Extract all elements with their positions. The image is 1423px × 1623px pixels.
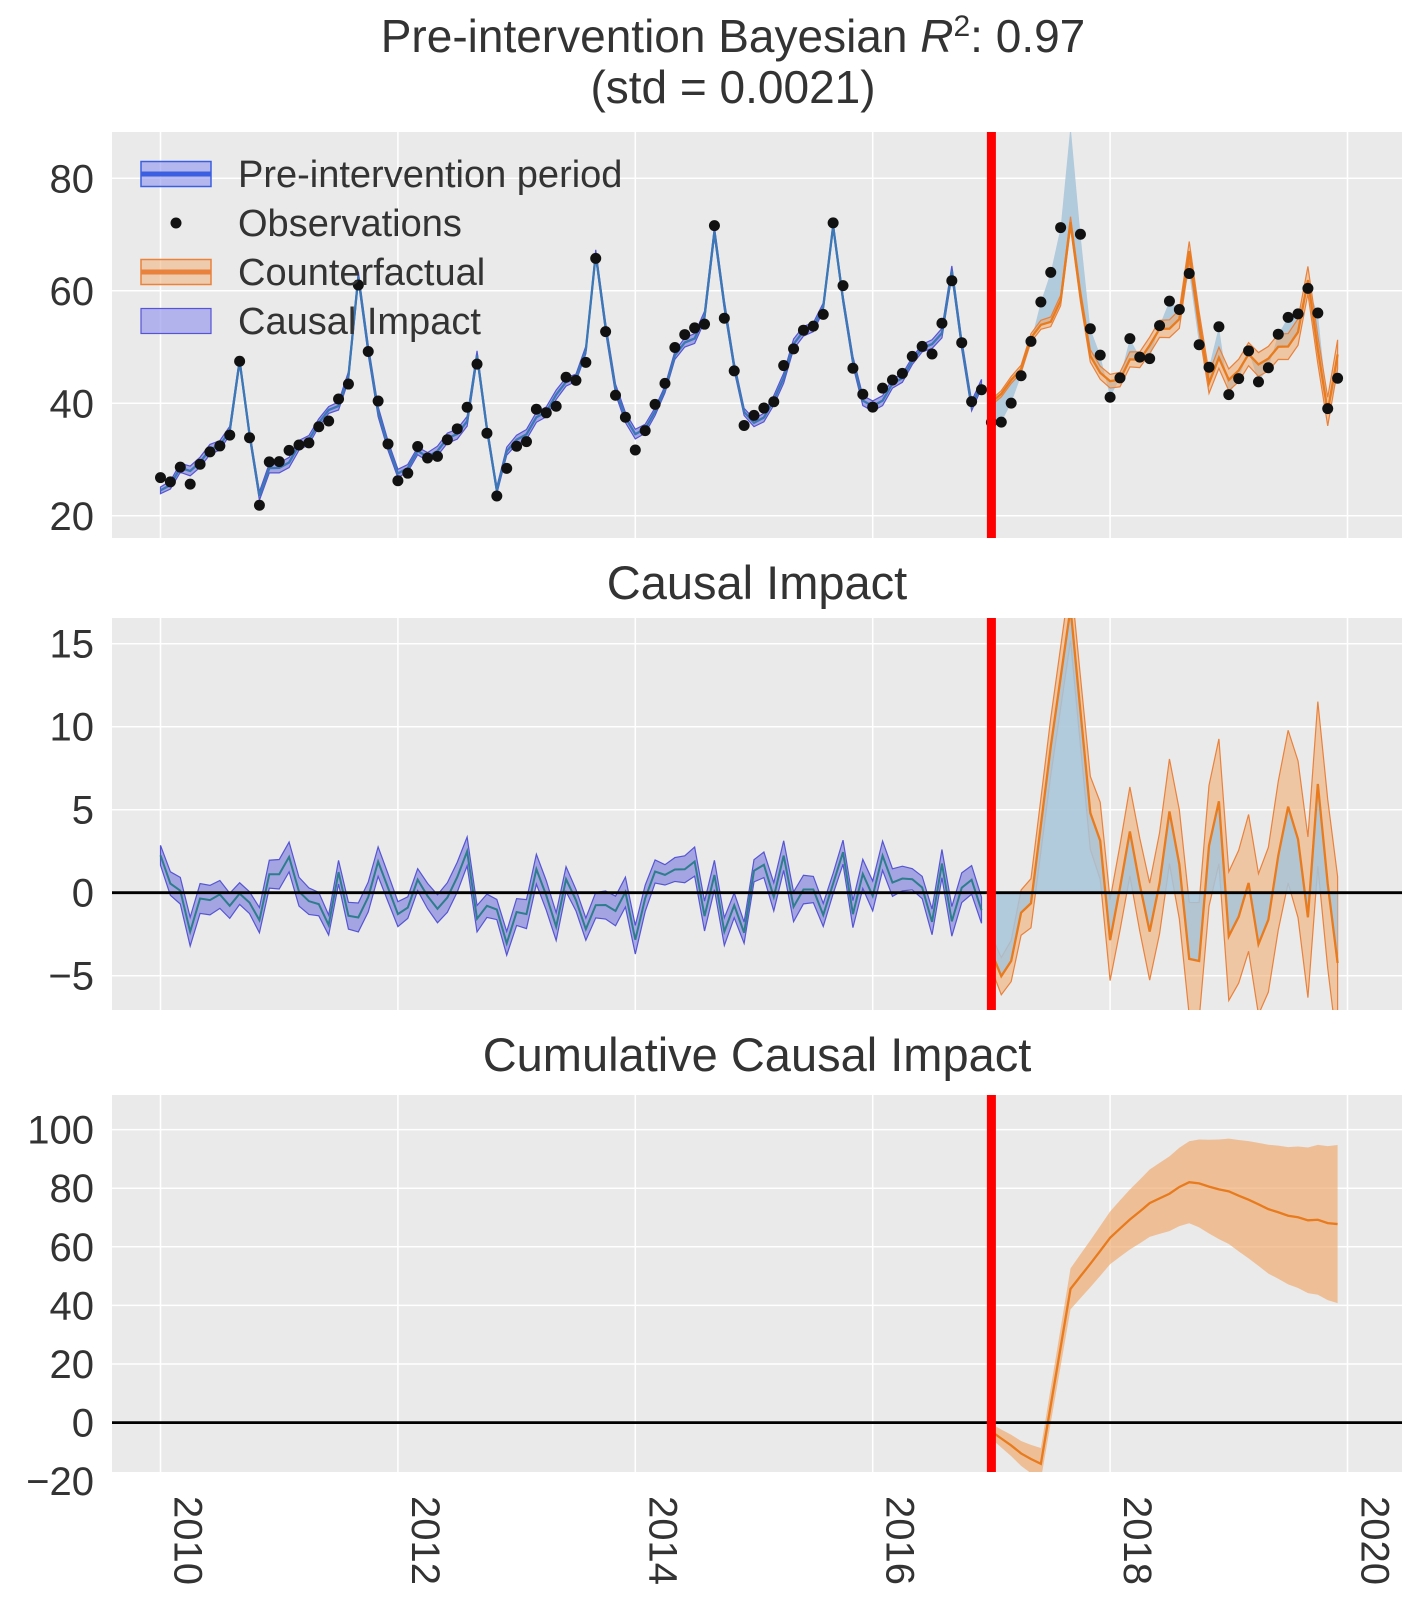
svg-text:−20: −20 <box>26 1460 94 1504</box>
svg-text:Observations: Observations <box>238 203 462 245</box>
svg-text:Counterfactual: Counterfactual <box>238 252 485 294</box>
svg-text:60: 60 <box>50 1226 95 1270</box>
svg-text:10: 10 <box>50 706 95 750</box>
svg-text:2018: 2018 <box>1115 1496 1159 1585</box>
svg-text:2016: 2016 <box>878 1496 922 1585</box>
svg-text:15: 15 <box>50 623 95 667</box>
svg-text:20: 20 <box>50 495 95 539</box>
svg-text:2010: 2010 <box>166 1496 210 1585</box>
svg-text:80: 80 <box>50 1167 95 1211</box>
svg-text:60: 60 <box>50 270 95 314</box>
svg-text:0: 0 <box>72 1402 94 1446</box>
svg-text:2012: 2012 <box>403 1496 447 1585</box>
svg-text:(std = 0.0021): (std = 0.0021) <box>590 61 875 113</box>
svg-text:40: 40 <box>50 382 95 426</box>
svg-text:Causal Impact: Causal Impact <box>607 556 907 609</box>
svg-text:5: 5 <box>72 789 94 833</box>
svg-text:100: 100 <box>27 1109 94 1153</box>
svg-text:Causal Impact: Causal Impact <box>238 301 481 343</box>
svg-text:40: 40 <box>50 1284 95 1328</box>
svg-text:0: 0 <box>72 872 94 916</box>
svg-text:20: 20 <box>50 1343 95 1387</box>
svg-text:Pre-intervention Bayesian R2:: Pre-intervention Bayesian R2: 0.97 <box>381 10 1086 63</box>
svg-text:2014: 2014 <box>640 1496 684 1585</box>
svg-text:80: 80 <box>50 157 95 201</box>
svg-text:−5: −5 <box>48 955 94 999</box>
svg-text:Pre-intervention period: Pre-intervention period <box>238 154 622 196</box>
svg-text:2020: 2020 <box>1353 1496 1397 1585</box>
svg-text:Cumulative Causal Impact: Cumulative Causal Impact <box>483 1028 1032 1081</box>
